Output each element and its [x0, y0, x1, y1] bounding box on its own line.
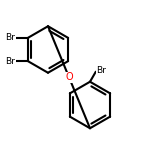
Text: Br: Br [96, 66, 106, 75]
Text: O: O [65, 72, 73, 82]
Text: Br: Br [5, 33, 15, 42]
Text: Br: Br [5, 57, 15, 66]
